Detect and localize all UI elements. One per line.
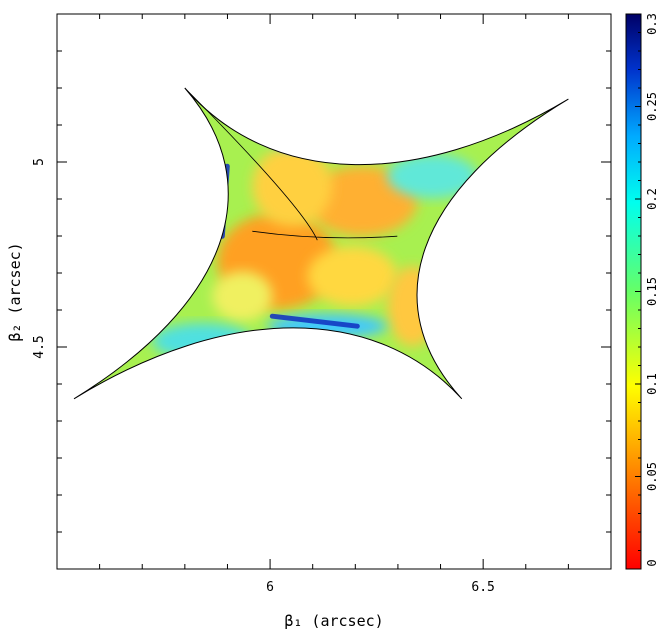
heat-streak [269,313,360,329]
caustic-inner-curve [184,87,398,241]
x-tick-label: 6.5 [471,580,494,595]
x-axis-ticks: 6 6.5 [99,14,569,595]
x-axis-label: β₁ (arcsec) [284,612,383,630]
caustic-curve [73,87,569,400]
colorbar-tick-label: 0.05 [645,462,659,491]
colorbar-tick-label: 0.1 [645,373,659,395]
colorbar-tick-label: 0.25 [645,92,659,121]
y-axis-ticks: 54.5 [32,50,611,533]
y-tick-label: 5 [32,158,47,166]
x-tick-label: 6 [266,580,274,595]
heat-blob [307,246,398,307]
heat-blob [212,271,273,322]
colorbar-tick-label: 0.2 [645,188,659,210]
colorbar-tick-label: 0 [645,559,659,566]
colorbar-tick-label: 0.3 [645,13,659,35]
colorbar-tick-label: 0.15 [645,277,659,306]
y-axis-label: β₂ (arcsec) [6,242,24,341]
y-tick-label: 4.5 [32,335,47,358]
heat-blob [307,166,418,237]
colorbar-ticks: 0 0.05 0.1 0.15 0.2 0.25 0.3 [635,13,659,570]
heat-blob [387,154,478,199]
heat-blob [252,146,333,227]
